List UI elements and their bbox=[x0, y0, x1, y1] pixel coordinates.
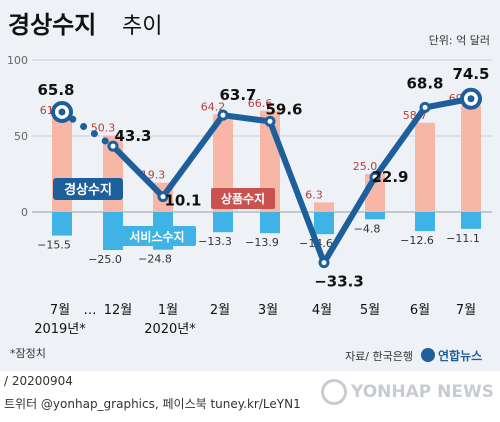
goods-value-label: 25.0 bbox=[353, 160, 378, 173]
services-bar bbox=[415, 212, 435, 232]
legend-services-label: 서비스수지 bbox=[129, 229, 184, 244]
watermark-text: YONHAP NEWS bbox=[351, 382, 494, 402]
y-tick-label: 0 bbox=[21, 206, 28, 219]
watermark-icon bbox=[321, 379, 348, 405]
current-point-center bbox=[58, 108, 66, 116]
title-light: 추이 bbox=[122, 14, 162, 39]
agency-logo-text: 연합뉴스 bbox=[438, 348, 482, 363]
services-value-labels: −15.5−25.0 −24.8−13.3 −13.9 −14.6−4.8−12.6−… bbox=[37, 222, 480, 266]
services-bar bbox=[461, 212, 481, 229]
unit-label: 단위: 억 달러 bbox=[429, 34, 490, 47]
services-value-label: −24.8 bbox=[138, 253, 172, 266]
x-tick-label: 12월 bbox=[104, 303, 133, 318]
goods-bar bbox=[314, 202, 334, 212]
year-label-2019: 2019년* bbox=[34, 322, 86, 337]
current-line-path bbox=[110, 95, 472, 266]
goods-bar bbox=[461, 106, 481, 212]
current-point bbox=[157, 191, 169, 203]
current-value-label: 43.3 bbox=[114, 127, 151, 145]
y-tick-labels: 0 50 100 bbox=[7, 54, 28, 219]
current-value-label: 65.8 bbox=[37, 81, 74, 99]
footer: / 20200904 트위터 @yonhap_graphics, 페이스북 tu… bbox=[0, 371, 500, 422]
legend-services-box bbox=[118, 226, 196, 246]
services-bar bbox=[260, 212, 280, 234]
goods-value-label: 64.2 bbox=[201, 100, 226, 113]
services-value-label: −13.3 bbox=[198, 235, 232, 248]
current-value-label: 22.9 bbox=[371, 168, 408, 186]
legend-goods-box bbox=[211, 188, 275, 209]
services-value-label: −25.0 bbox=[88, 253, 122, 266]
services-value-label: −11.1 bbox=[446, 232, 480, 245]
goods-bar bbox=[415, 122, 435, 212]
x-tick-label: 6월 bbox=[410, 303, 430, 318]
legend-services: 서비스수지 bbox=[118, 226, 196, 246]
legend-goods-label: 상품수지 bbox=[221, 191, 265, 206]
footnote: *잠정치 bbox=[10, 347, 46, 360]
services-value-label: −15.5 bbox=[37, 239, 71, 252]
x-tick-labels: 7월 … 12월 1월 2월 3월 4월 5월 6월 7월 bbox=[50, 303, 476, 318]
current-point bbox=[264, 115, 276, 127]
current-point bbox=[107, 140, 119, 152]
y-tick-label: 50 bbox=[14, 130, 28, 143]
x-tick-label: 5월 bbox=[360, 303, 380, 318]
x-tick-label: 2월 bbox=[210, 303, 230, 318]
current-value-label: 68.8 bbox=[406, 74, 443, 92]
services-value-label: −4.8 bbox=[354, 222, 381, 235]
footer-date: / 20200904 bbox=[4, 374, 73, 388]
current-value-label: 59.6 bbox=[265, 100, 302, 118]
current-point bbox=[369, 171, 381, 183]
agency-logo-icon bbox=[421, 348, 435, 362]
legend-goods: 상품수지 bbox=[211, 188, 275, 209]
services-value-label: −13.9 bbox=[245, 236, 279, 249]
current-point bbox=[217, 109, 229, 121]
legend-current-label: 경상수지 bbox=[64, 182, 112, 198]
current-value-label: 74.5 bbox=[452, 65, 489, 83]
legend-current-box bbox=[53, 178, 123, 200]
x-tick-label: … bbox=[84, 303, 97, 318]
year-label-2020: 2020년* bbox=[144, 322, 196, 337]
legend-current: 경상수지 bbox=[53, 178, 123, 200]
y-tick-label: 100 bbox=[7, 54, 28, 67]
current-value-label: −33.3 bbox=[314, 273, 364, 291]
current-value-label: 10.1 bbox=[164, 192, 201, 210]
footer-sns: 트위터 @yonhap_graphics, 페이스북 tuney.kr/LeYN… bbox=[4, 397, 301, 411]
x-tick-label: 4월 bbox=[312, 303, 332, 318]
x-tick-label: 7월 bbox=[456, 303, 476, 318]
services-bar bbox=[52, 212, 72, 236]
title-bold: 경상수지 bbox=[8, 11, 96, 39]
services-value-label: −12.6 bbox=[400, 234, 434, 247]
x-tick-label: 1월 bbox=[158, 303, 178, 318]
source-label: 자료/ 한국은행 bbox=[345, 350, 413, 363]
services-bar bbox=[365, 212, 385, 220]
services-bar bbox=[314, 212, 334, 235]
goods-value-label: 6.3 bbox=[305, 188, 323, 201]
current-account-line bbox=[51, 87, 482, 269]
current-value-label: 63.7 bbox=[219, 86, 256, 104]
current-point bbox=[318, 257, 330, 269]
x-tick-label: 3월 bbox=[258, 303, 278, 318]
agency-logo: 연합뉴스 bbox=[421, 348, 482, 363]
watermark-logo: YONHAP NEWS bbox=[321, 379, 494, 405]
services-bar bbox=[213, 212, 233, 233]
current-point-center bbox=[467, 95, 475, 103]
current-value-labels: 65.8 43.3 10.1 63.7 59.6 −33.3 22.9 68.8 74.5 bbox=[37, 65, 489, 291]
x-tick-label: 7월 bbox=[50, 303, 70, 318]
goods-value-label: 66.6 bbox=[248, 97, 273, 110]
current-point bbox=[419, 101, 431, 113]
goods-bar bbox=[213, 114, 233, 212]
